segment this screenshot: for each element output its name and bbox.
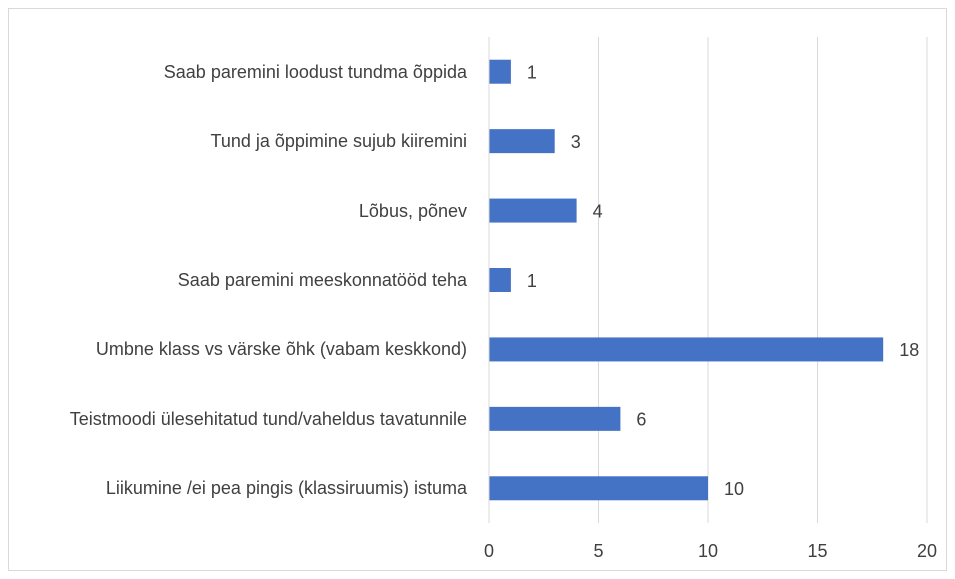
bar: [489, 337, 884, 362]
bar: [489, 59, 511, 84]
data-label: 1: [527, 271, 537, 291]
y-tick-label: Umbne klass vs värske õhk (vabam keskkon…: [95, 339, 467, 360]
bar: [489, 476, 708, 501]
x-tick-label: 10: [698, 541, 718, 561]
bar: [489, 198, 577, 223]
y-tick-label: Lõbus, põnev: [358, 200, 467, 221]
bar: [489, 406, 621, 431]
y-tick-label: Tund ja õppimine sujub kiiremini: [210, 131, 467, 152]
data-label: 18: [899, 340, 919, 360]
y-tick-label: Liikumine /ei pea pingis (klassiruumis) …: [105, 478, 467, 499]
category-label-wrap: Liikumine /ei pea pingis (klassiruumis) …: [106, 476, 467, 500]
bar: [489, 268, 511, 292]
x-tick-label: 15: [807, 541, 827, 561]
data-label: 1: [527, 62, 537, 82]
category-label-wrap: Umbne klass vs värske õhk (vabam keskkon…: [96, 337, 467, 361]
y-tick-label: Saab paremini meeskonnatööd teha: [177, 270, 467, 290]
bar: [489, 129, 555, 154]
x-tick-label: 0: [484, 541, 494, 561]
x-tick-label: 5: [593, 541, 603, 561]
x-tick-label: 20: [917, 541, 937, 561]
category-label-wrap: Tund ja õppimine sujub kiiremini: [211, 129, 467, 153]
data-label: 4: [593, 201, 603, 221]
y-tick-label: Teistmoodi ülesehitatud tund/vaheldus ta…: [69, 408, 467, 429]
category-label-wrap: Lõbus, põnev: [359, 199, 467, 223]
data-label: 10: [724, 479, 744, 499]
data-label: 3: [571, 132, 581, 152]
chart-border: [8, 8, 947, 571]
category-label-wrap: Saab paremini loodust tundma õppida: [164, 60, 467, 84]
y-tick-label: Saab paremini loodust tundma õppida: [163, 61, 467, 82]
data-label: 6: [636, 410, 646, 430]
category-label-wrap: Teistmoodi ülesehitatud tund/vaheldus ta…: [70, 407, 467, 431]
category-label-wrap: Saab paremini meeskonnatööd teha: [178, 268, 467, 292]
